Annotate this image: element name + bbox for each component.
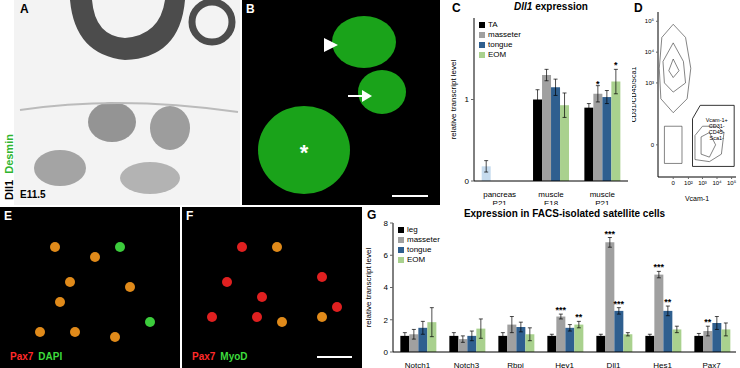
html-text:C: C (452, 1, 461, 15)
svg-text:Vcam-1+CD31-CD45-Sca1-: Vcam-1+CD31-CD45-Sca1- (706, 117, 728, 141)
html-text:masseter: masseter (488, 30, 521, 39)
svg-text:***: *** (556, 305, 567, 315)
svg-text:10⁵: 10⁵ (727, 180, 732, 186)
svg-text:10⁵: 10⁵ (645, 18, 655, 24)
svg-text:Notch3: Notch3 (454, 361, 480, 368)
svg-text:***: *** (614, 299, 625, 309)
svg-text:10²: 10² (684, 180, 693, 186)
html-text:D: D (634, 1, 643, 15)
svg-text:1: 1 (465, 95, 470, 104)
svg-text:Pax7: Pax7 (702, 361, 721, 368)
svg-text:*: * (596, 79, 600, 89)
svg-text:relative transcript level: relative transcript level (365, 247, 373, 327)
svg-text:0: 0 (672, 180, 676, 186)
svg-text:0: 0 (465, 177, 470, 186)
svg-text:***: *** (605, 229, 616, 239)
svg-text:**: ** (664, 297, 672, 307)
svg-text:relative transcript level: relative transcript level (450, 59, 458, 139)
html-text:F: F (186, 209, 194, 223)
svg-text:6: 6 (384, 251, 389, 260)
svg-text:Pax7DAPI: Pax7DAPI (10, 351, 62, 362)
svg-text:4: 4 (384, 283, 389, 292)
svg-text:Pax7MyoD: Pax7MyoD (192, 351, 248, 362)
html-text:Dll1 expression: Dll1 expression (514, 1, 588, 12)
svg-text:*: * (614, 60, 618, 70)
svg-text:Dll1: Dll1 (607, 361, 621, 368)
html-text:Expression in FACS-isolated sa: Expression in FACS-isolated satellite ce… (463, 208, 666, 219)
svg-text:pancreasP21: pancreasP21 (483, 190, 516, 205)
svg-text:Hes1: Hes1 (653, 361, 672, 368)
html-text:leg: leg (407, 225, 418, 234)
svg-text:2: 2 (384, 316, 389, 325)
html-text:tongue: tongue (407, 245, 432, 254)
svg-text:**: ** (575, 312, 583, 322)
svg-text:***: *** (654, 262, 665, 272)
html-text:masseter: masseter (407, 235, 440, 244)
svg-text:Vcam-1: Vcam-1 (685, 195, 709, 202)
svg-text:10⁴: 10⁴ (645, 49, 655, 55)
html-text:A: A (20, 2, 29, 16)
svg-text:8: 8 (384, 219, 389, 228)
html-text:E: E (4, 209, 12, 223)
svg-text:Notch1: Notch1 (405, 361, 431, 368)
html-text:G: G (367, 208, 377, 222)
svg-text:0: 0 (651, 142, 655, 148)
svg-text:Dll1Desmin: Dll1Desmin (8, 134, 15, 200)
svg-text:10⁴: 10⁴ (712, 180, 722, 186)
svg-text:E11.5: E11.5 (20, 189, 46, 200)
html-text:TA: TA (488, 20, 498, 29)
html-text:B: B (246, 2, 255, 16)
svg-text:Hey1: Hey1 (555, 361, 574, 368)
svg-text:muscleE18: muscleE18 (538, 190, 564, 205)
svg-text:Rbpj: Rbpj (507, 361, 524, 368)
svg-text:**: ** (704, 317, 712, 327)
svg-text:muscleP21: muscleP21 (590, 190, 616, 205)
svg-text:0: 0 (384, 348, 389, 357)
html-text:EOM: EOM (488, 50, 507, 59)
svg-text:10³: 10³ (698, 180, 707, 186)
svg-text:*: * (300, 140, 309, 165)
svg-text:10³: 10³ (645, 80, 654, 86)
svg-text:CD31/CD45/Sca1: CD31/CD45/Sca1 (632, 67, 637, 123)
html-text:EOM: EOM (407, 255, 426, 264)
html-text:tongue: tongue (488, 40, 513, 49)
